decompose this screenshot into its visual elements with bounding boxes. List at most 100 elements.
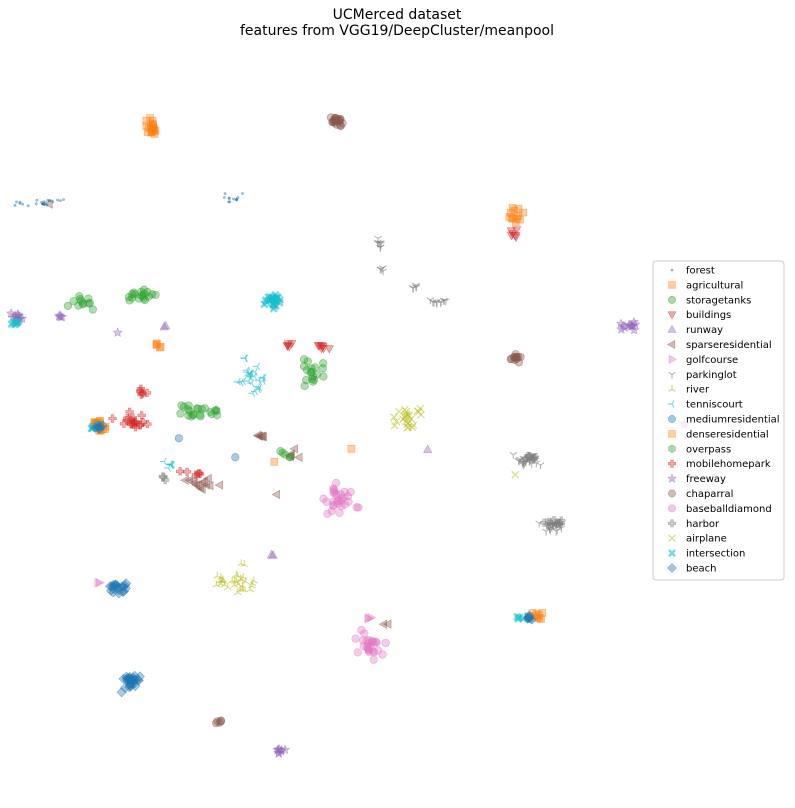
data-point [239,585,247,593]
data-point [159,473,168,482]
data-point [13,204,17,207]
legend-marker [667,340,676,349]
data-point [214,480,224,490]
data-point [125,296,134,305]
data-point [26,204,30,208]
series-parkinglot [373,235,566,536]
data-point [375,240,384,248]
data-point [156,342,165,351]
data-point [235,197,238,201]
legend-marker [668,295,676,304]
data-point [534,611,543,619]
data-point [53,310,65,321]
data-point [505,213,514,221]
series-mobilehomepark [108,384,205,479]
data-point [307,364,316,373]
data-point [615,318,627,329]
data-point [283,340,294,349]
data-point [535,614,544,622]
data-point [376,266,385,274]
data-point [274,743,285,754]
data-point [123,414,132,423]
legend-item-sparseresidential: sparseresidential [667,340,772,351]
data-point [134,671,145,682]
data-point [509,451,518,459]
series-storagetanks [63,285,328,459]
series-overpass [206,405,294,462]
data-point [230,576,239,584]
data-point [124,671,135,683]
data-point [227,196,231,200]
data-point [147,290,157,299]
data-point [241,192,244,195]
legend-label: mobilehomepark [686,459,771,470]
data-point [234,588,242,596]
data-point [333,499,342,508]
data-point [402,410,411,419]
data-point [140,295,150,305]
data-point [211,719,221,728]
data-point [525,452,534,461]
legend-label: forest [686,266,715,277]
series-mediumresidential [174,434,240,462]
legend-label: freeway [686,474,726,485]
data-point [340,487,349,496]
data-point [196,412,205,421]
data-point [97,420,109,431]
data-point [617,320,629,331]
data-point [21,202,24,206]
data-point [136,384,145,393]
legend-item-denseresidential: denseresidential [668,429,769,440]
legend-item-baseballdiamond: baseballdiamond [668,504,772,515]
data-point [143,128,152,137]
data-point [213,571,222,579]
data-point [324,345,334,354]
data-point [116,687,127,698]
data-point [300,355,309,364]
data-point [236,585,245,593]
legend-label: parkinglot [686,370,737,381]
data-point [409,421,418,430]
legend-marker [667,324,677,333]
data-point [395,407,403,416]
plot-area [5,113,691,758]
data-point [126,416,136,425]
legend-item-chaparral: chaparral [668,489,733,500]
data-point [232,197,235,201]
data-point [236,378,244,387]
legend-item-agricultural: agricultural [668,280,743,291]
legend-label: harbor [686,519,720,530]
data-point [266,549,277,559]
data-point [327,507,336,516]
data-point [319,372,328,381]
legend-item-mobilehomepark: mobilehomepark [668,459,771,470]
data-point [240,560,249,568]
data-point [13,317,22,327]
legend-marker [667,563,677,573]
legend-label: beach [686,564,716,575]
data-point [369,655,378,664]
data-point [195,483,204,493]
legend-label: airplane [686,534,727,545]
data-point [319,494,328,503]
data-point [414,408,423,416]
legend-item-runway: runway [667,324,723,336]
data-point [62,198,65,201]
data-point [316,344,327,354]
legend-marker [668,504,676,513]
data-point [135,386,145,396]
series-golfcourse [94,577,377,624]
data-point [532,609,541,618]
legend-item-golfcourse: golfcourse [668,355,738,366]
data-point [94,578,104,588]
data-point [159,457,167,466]
data-point [143,419,152,429]
data-point [254,431,263,441]
legend-item-buildings: buildings [667,310,731,321]
data-point [514,204,523,213]
data-point [250,576,258,584]
data-point [289,444,298,454]
data-point [506,227,516,236]
data-point [540,518,549,527]
series-river [212,559,258,596]
